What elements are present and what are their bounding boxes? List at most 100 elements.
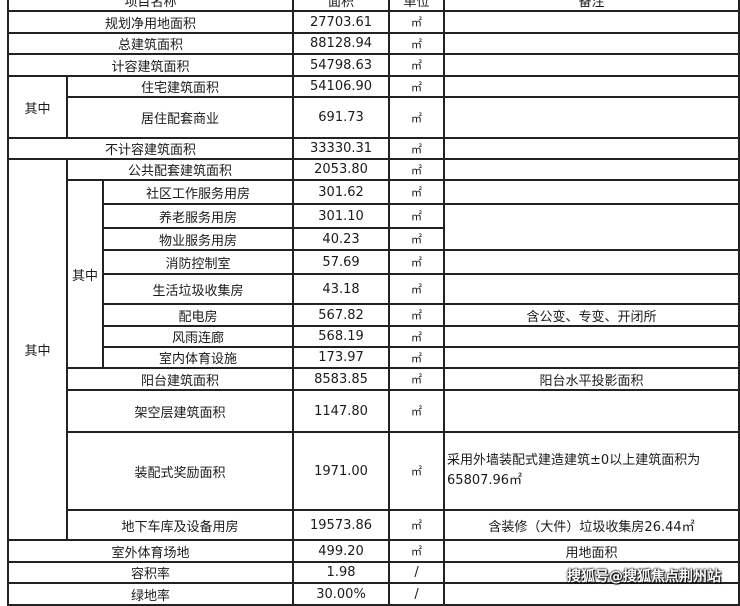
row-name: 计容建筑面积 — [6, 53, 295, 77]
row-note — [443, 346, 740, 369]
row-name: 社区工作服务用房 — [101, 179, 295, 205]
row-area: 33330.31 — [292, 137, 391, 160]
row-name: 风雨连廊 — [101, 325, 295, 348]
row-note: 用地面积 — [443, 539, 740, 563]
row-unit: ㎡ — [388, 539, 446, 563]
row-name: 配电房 — [101, 303, 295, 327]
row-name: 装配式奖励面积 — [65, 431, 295, 511]
row-area: 301.62 — [292, 179, 391, 205]
row-name: 养老服务用房 — [101, 203, 295, 229]
table-row: 其中 社区工作服务用房 301.62 ㎡ — [8, 179, 740, 369]
row-area: 43.18 — [292, 273, 391, 305]
row-name: 总建筑面积 — [6, 32, 295, 55]
table-row: 容积率 1.98 / — [6, 561, 740, 584]
row-unit: ㎡ — [388, 367, 446, 391]
header-row: 项目名称 面积 单位 备注 — [6, 0, 740, 12]
group-label: 其中 — [7, 158, 68, 541]
row-name: 绿地率 — [6, 582, 295, 606]
row-name: 室内体育设施 — [101, 346, 295, 369]
row-note — [443, 137, 740, 160]
row-area: 568.19 — [292, 325, 391, 348]
row-name: 物业服务用房 — [101, 227, 295, 251]
table-row: 室外体育场地 499.20 ㎡ 用地面积 — [6, 539, 740, 563]
table-row: 架空层建筑面积 1147.80 ㎡ — [8, 389, 740, 433]
row-unit: ㎡ — [388, 32, 446, 55]
table-row: 计容建筑面积 54798.63 ㎡ — [6, 53, 740, 77]
row-note: 采用外墙装配式建造建筑±0以上建筑面积为65807.96㎡ — [443, 431, 740, 511]
table-row: 装配式奖励面积 1971.00 ㎡ 采用外墙装配式建造建筑±0以上建筑面积为65… — [8, 431, 740, 511]
row-area: 8583.85 — [292, 367, 391, 391]
row-name: 居住配套商业 — [65, 96, 295, 139]
table-row: 规划净用地面积 27703.61 ㎡ — [6, 10, 740, 34]
area-table: 项目名称 面积 单位 备注 规划净用地面积 27703.61 ㎡ 总建筑面积 8… — [6, 0, 740, 606]
row-unit: ㎡ — [388, 273, 446, 305]
row-area: 27703.61 — [292, 10, 391, 34]
row-note: 含公变、专变、开闭所 — [443, 303, 740, 327]
row-note — [443, 53, 740, 77]
row-name: 生活垃圾收集房 — [101, 273, 295, 305]
table-row: 不计容建筑面积 33330.31 ㎡ — [6, 137, 740, 160]
row-unit: ㎡ — [388, 431, 446, 511]
row-area: 54798.63 — [292, 53, 391, 77]
row-name: 地下车库及设备用房 — [65, 509, 295, 541]
row-unit: ㎡ — [388, 96, 446, 139]
row-unit: / — [388, 561, 446, 584]
row-area: 499.20 — [292, 539, 391, 563]
row-area: 567.82 — [292, 303, 391, 327]
row-area: 1971.00 — [292, 431, 391, 511]
row-area: 30.00% — [292, 582, 391, 606]
row-note — [443, 75, 740, 98]
row-unit: ㎡ — [388, 509, 446, 541]
row-unit: ㎡ — [388, 249, 446, 275]
row-name: 不计容建筑面积 — [6, 137, 295, 160]
header-unit: 单位 — [388, 0, 446, 12]
row-unit: ㎡ — [388, 325, 446, 348]
row-note: 含装修（大件）垃圾收集房26.44㎡ — [443, 509, 740, 541]
row-name: 阳台建筑面积 — [65, 367, 295, 391]
row-unit: / — [388, 582, 446, 606]
row-note — [443, 249, 740, 275]
table-row: 地下车库及设备用房 19573.86 ㎡ 含装修（大件）垃圾收集房26.44㎡ — [8, 509, 740, 541]
row-area: 1147.80 — [292, 389, 391, 433]
row-note — [443, 203, 740, 251]
row-unit: ㎡ — [388, 179, 446, 205]
row-unit: ㎡ — [388, 203, 446, 229]
row-area: 691.73 — [292, 96, 391, 139]
row-area: 57.69 — [292, 249, 391, 275]
table-row: 其中 公共配套建筑面积 2053.80 ㎡ — [7, 158, 740, 541]
row-unit: ㎡ — [388, 346, 446, 369]
table-row: 消防控制室 57.69 ㎡ — [8, 249, 740, 275]
row-area: 88128.94 — [292, 32, 391, 55]
row-area: 54106.90 — [292, 75, 391, 98]
row-unit: ㎡ — [388, 75, 446, 98]
row-area: 1.98 — [292, 561, 391, 584]
row-name: 容积率 — [6, 561, 295, 584]
table-row: 其中 住宅建筑面积 54106.90 ㎡ — [7, 75, 740, 139]
table-row: 生活垃圾收集房 43.18 ㎡ — [8, 273, 740, 305]
table-row: 养老服务用房 301.10 ㎡ — [8, 203, 740, 251]
row-note — [443, 273, 740, 305]
row-unit: ㎡ — [388, 227, 446, 251]
row-note — [443, 32, 740, 55]
row-area: 40.23 — [292, 227, 391, 251]
header-name: 项目名称 — [6, 0, 295, 12]
header-area: 面积 — [292, 0, 391, 12]
row-note — [443, 325, 740, 348]
table-row: 物业服务用房 40.23 ㎡ — [8, 227, 739, 251]
table-row: 室内体育设施 173.97 ㎡ — [8, 346, 740, 369]
row-unit: ㎡ — [388, 10, 446, 34]
header-note: 备注 — [443, 0, 740, 12]
row-note: 阳台水平投影面积 — [443, 367, 740, 391]
row-name: 公共配套建筑面积 — [65, 158, 295, 181]
row-unit: ㎡ — [388, 158, 446, 181]
row-area: 173.97 — [292, 346, 391, 369]
table-row: 配电房 567.82 ㎡ 含公变、专变、开闭所 — [8, 303, 740, 327]
row-note — [443, 10, 740, 34]
row-area: 301.10 — [292, 203, 391, 229]
row-name: 消防控制室 — [101, 249, 295, 275]
row-note — [443, 179, 740, 205]
row-name: 室外体育场地 — [6, 539, 295, 563]
row-name: 规划净用地面积 — [6, 10, 295, 34]
table-row: 绿地率 30.00% / — [6, 582, 740, 606]
table-row: 风雨连廊 568.19 ㎡ — [8, 325, 740, 348]
